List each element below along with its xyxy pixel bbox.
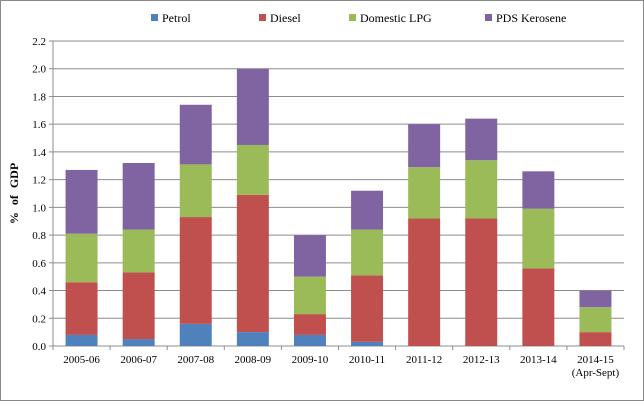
y-tick-label: 0.2 bbox=[32, 313, 46, 325]
bar-segment-petrol bbox=[122, 339, 155, 346]
x-tick-label: 2012-13 bbox=[463, 354, 500, 366]
x-tick-label: 2006-07 bbox=[120, 354, 157, 366]
bar-segment-pds-kerosene bbox=[179, 104, 212, 165]
legend: Petrol Diesel Domestic LPG PDS Kerosene bbox=[151, 11, 566, 25]
x-tick-label: 2009-10 bbox=[292, 354, 329, 366]
x-axis-ticks: 2005-06 2006-07 2007-08 2008-09 2009-10 2010-… bbox=[52, 346, 625, 379]
bar-segment-diesel bbox=[579, 332, 612, 346]
legend-label: PDS Kerosene bbox=[496, 11, 566, 25]
bar-segment-domestic-lpg bbox=[293, 276, 326, 315]
y-tick-label: 2.0 bbox=[32, 64, 46, 76]
bar-segment-pds-kerosene bbox=[579, 290, 612, 308]
bar-segment-domestic-lpg bbox=[351, 229, 384, 276]
bar-segment-petrol bbox=[65, 334, 98, 346]
x-tick-label: (Apr-Sept) bbox=[572, 367, 620, 379]
legend-label: Diesel bbox=[270, 11, 301, 25]
bar-segment-domestic-lpg bbox=[122, 229, 155, 273]
y-tick-label: 0.0 bbox=[32, 341, 46, 353]
x-tick-label: 2008-09 bbox=[235, 354, 272, 366]
y-axis-ticks: 0.0 0.2 0.4 0.6 0.8 1.0 1.2 1.4 1.6 1.8 2.0 2.2 bbox=[32, 36, 46, 353]
bar-segment-diesel bbox=[236, 194, 269, 333]
y-axis-label: % of GDP bbox=[7, 163, 21, 224]
bar-segment-pds-kerosene bbox=[522, 171, 555, 209]
bar-segment-pds-kerosene bbox=[408, 124, 441, 168]
bar-segment-domestic-lpg bbox=[579, 307, 612, 333]
x-tick-label: 2005-06 bbox=[63, 354, 100, 366]
legend-swatch bbox=[259, 14, 266, 21]
bar-segment-diesel bbox=[122, 272, 155, 340]
bar-segment-petrol bbox=[179, 323, 212, 346]
x-tick-label: 2011-12 bbox=[406, 354, 442, 366]
x-tick-label: 2007-08 bbox=[177, 354, 214, 366]
bar-segment-domestic-lpg bbox=[65, 233, 98, 283]
legend-swatch bbox=[151, 14, 158, 21]
y-tick-label: 0.8 bbox=[32, 230, 46, 242]
bar-segment-pds-kerosene bbox=[465, 118, 498, 161]
x-tick-label: 2010-11 bbox=[349, 354, 385, 366]
bar-segment-petrol bbox=[293, 334, 326, 346]
bar-segment-pds-kerosene bbox=[293, 235, 326, 277]
bar-segment-diesel bbox=[351, 275, 384, 342]
bar-segment-pds-kerosene bbox=[65, 169, 98, 234]
bar-segment-diesel bbox=[65, 282, 98, 335]
y-tick-label: 1.0 bbox=[32, 202, 46, 214]
y-tick-label: 1.4 bbox=[32, 147, 46, 159]
legend-swatch bbox=[349, 14, 356, 21]
bar-segment-petrol bbox=[351, 341, 384, 346]
bar-segment-pds-kerosene bbox=[236, 68, 269, 145]
x-tick-label: 2014-15 bbox=[577, 354, 614, 366]
legend-swatch bbox=[485, 14, 492, 21]
bar-segment-domestic-lpg bbox=[236, 144, 269, 195]
y-tick-label: 1.8 bbox=[32, 91, 46, 103]
y-tick-label: 1.2 bbox=[32, 175, 46, 187]
y-tick-label: 2.2 bbox=[32, 36, 46, 48]
y-tick-label: 1.6 bbox=[32, 119, 46, 131]
y-tick-label: 0.4 bbox=[32, 286, 46, 298]
y-tick-label: 0.6 bbox=[32, 258, 46, 270]
bar-segment-diesel bbox=[465, 218, 498, 346]
legend-label: Domestic LPG bbox=[360, 11, 432, 25]
legend-label: Petrol bbox=[162, 11, 191, 25]
bar-segment-pds-kerosene bbox=[351, 190, 384, 230]
bar-segment-domestic-lpg bbox=[465, 160, 498, 219]
bar-segment-domestic-lpg bbox=[522, 208, 555, 269]
bars bbox=[65, 68, 612, 346]
bar-segment-petrol bbox=[236, 332, 269, 346]
bar-segment-diesel bbox=[293, 314, 326, 335]
bar-segment-diesel bbox=[179, 217, 212, 324]
bar-segment-pds-kerosene bbox=[122, 163, 155, 230]
bar-segment-diesel bbox=[408, 218, 441, 346]
x-tick-label: 2013-14 bbox=[520, 354, 557, 366]
bar-segment-domestic-lpg bbox=[179, 164, 212, 218]
bar-segment-diesel bbox=[522, 268, 555, 346]
bar-segment-domestic-lpg bbox=[408, 167, 441, 219]
